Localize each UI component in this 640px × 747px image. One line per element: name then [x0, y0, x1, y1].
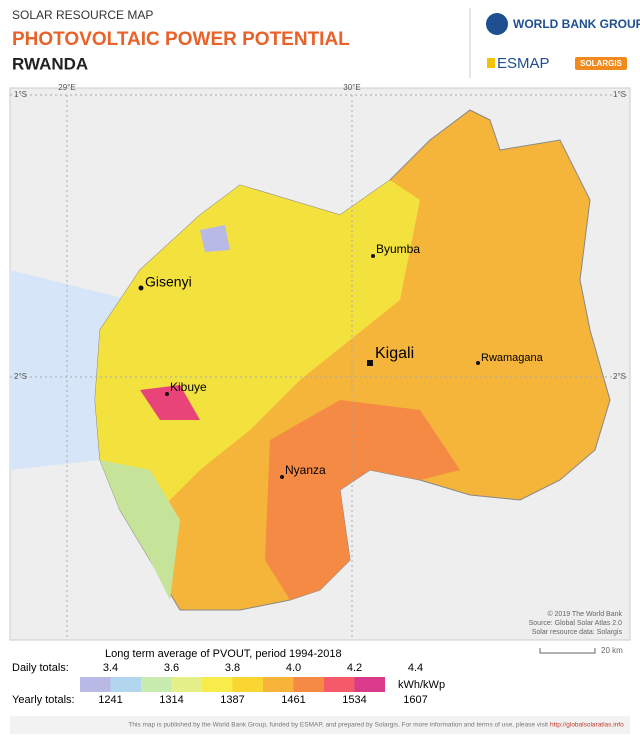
- kibuye-zone: [140, 385, 200, 420]
- solargis: SOLARGIS: [580, 59, 622, 68]
- city-dot: [280, 475, 284, 479]
- scale-bar: [539, 648, 596, 654]
- city-label: Rwamagana: [481, 352, 544, 364]
- legend-title: Long term average of PVOUT, period 1994-…: [105, 648, 342, 660]
- daily-value: 3.8: [225, 662, 240, 674]
- legend-swatch: [202, 677, 233, 692]
- daily-value: 3.4: [103, 662, 118, 674]
- esmap-mark: [487, 58, 495, 68]
- wb-logo: [486, 13, 508, 35]
- yearly-value: 1241: [98, 694, 122, 706]
- city-dot: [371, 254, 375, 258]
- city-label: Nyanza: [285, 463, 326, 477]
- legend-swatch: [171, 677, 202, 692]
- lon-label: 29°E: [58, 83, 75, 92]
- capital-dot: [367, 360, 373, 366]
- credit: © 2019 The World Bank: [547, 610, 622, 618]
- city-label: Kibuye: [170, 380, 207, 394]
- solargis-bg: [575, 57, 627, 70]
- city-label: Gisenyi: [145, 274, 192, 290]
- lat-label: 1°S: [613, 90, 626, 99]
- lat-label: 1°S: [14, 90, 27, 99]
- footer-bg: [10, 716, 630, 734]
- legend-swatch: [232, 677, 263, 692]
- city-label: Byumba: [376, 242, 420, 256]
- yearly-value: 1461: [281, 694, 305, 706]
- southwest-zone: [100, 460, 180, 600]
- city-label: Kigali: [375, 345, 414, 362]
- credit: Source: Global Solar Atlas 2.0: [529, 620, 622, 627]
- footer-text: This map is published by the World Bank …: [128, 722, 548, 729]
- daily-value: 4.0: [286, 662, 301, 674]
- esmap: ESMAP: [497, 55, 550, 72]
- wb-name: WORLD BANK GROUP: [513, 17, 640, 31]
- city-dot: [138, 285, 144, 291]
- lat-label: 2°S: [14, 372, 27, 381]
- south-zone: [265, 400, 460, 600]
- legend-unit: kWh/kWp: [398, 679, 445, 691]
- legend-swatch: [141, 677, 172, 692]
- yearly-value: 1607: [403, 694, 427, 706]
- legend-swatch: [80, 677, 111, 692]
- yearly-label: Yearly totals:: [12, 694, 75, 706]
- legend-swatch: [354, 677, 385, 692]
- city-dot: [165, 392, 169, 396]
- yearly-value: 1314: [159, 694, 183, 706]
- city-dot: [476, 361, 480, 365]
- daily-value: 4.2: [347, 662, 362, 674]
- west-zone: [95, 180, 420, 520]
- footer-link[interactable]: http://globalsolaratlas.info: [550, 722, 624, 729]
- yearly-value: 1534: [342, 694, 366, 706]
- yearly-value: 1387: [220, 694, 244, 706]
- legend: 3.4 3.6 3.8 4.0 4.2 4.4 1241 1314 1387 1461 1534 16…: [80, 662, 428, 706]
- legend-swatch: [110, 677, 141, 692]
- daily-label: Daily totals:: [12, 662, 69, 674]
- lake-kivu: [10, 270, 130, 470]
- title: PHOTOVOLTAIC POWER POTENTIAL: [12, 29, 350, 50]
- kicker: SOLAR RESOURCE MAP: [12, 8, 153, 22]
- scale-label: 20 km: [601, 646, 623, 655]
- north-zone: [200, 225, 230, 252]
- daily-value: 4.4: [408, 662, 423, 674]
- legend-swatch: [324, 677, 355, 692]
- lon-label: 30°E: [343, 83, 360, 92]
- legend-swatch: [293, 677, 324, 692]
- lat-label: 2°S: [613, 372, 626, 381]
- legend-swatch: [263, 677, 294, 692]
- credit: Solar resource data: Solargis: [532, 629, 623, 636]
- country: RWANDA: [12, 54, 88, 73]
- daily-value: 3.6: [164, 662, 179, 674]
